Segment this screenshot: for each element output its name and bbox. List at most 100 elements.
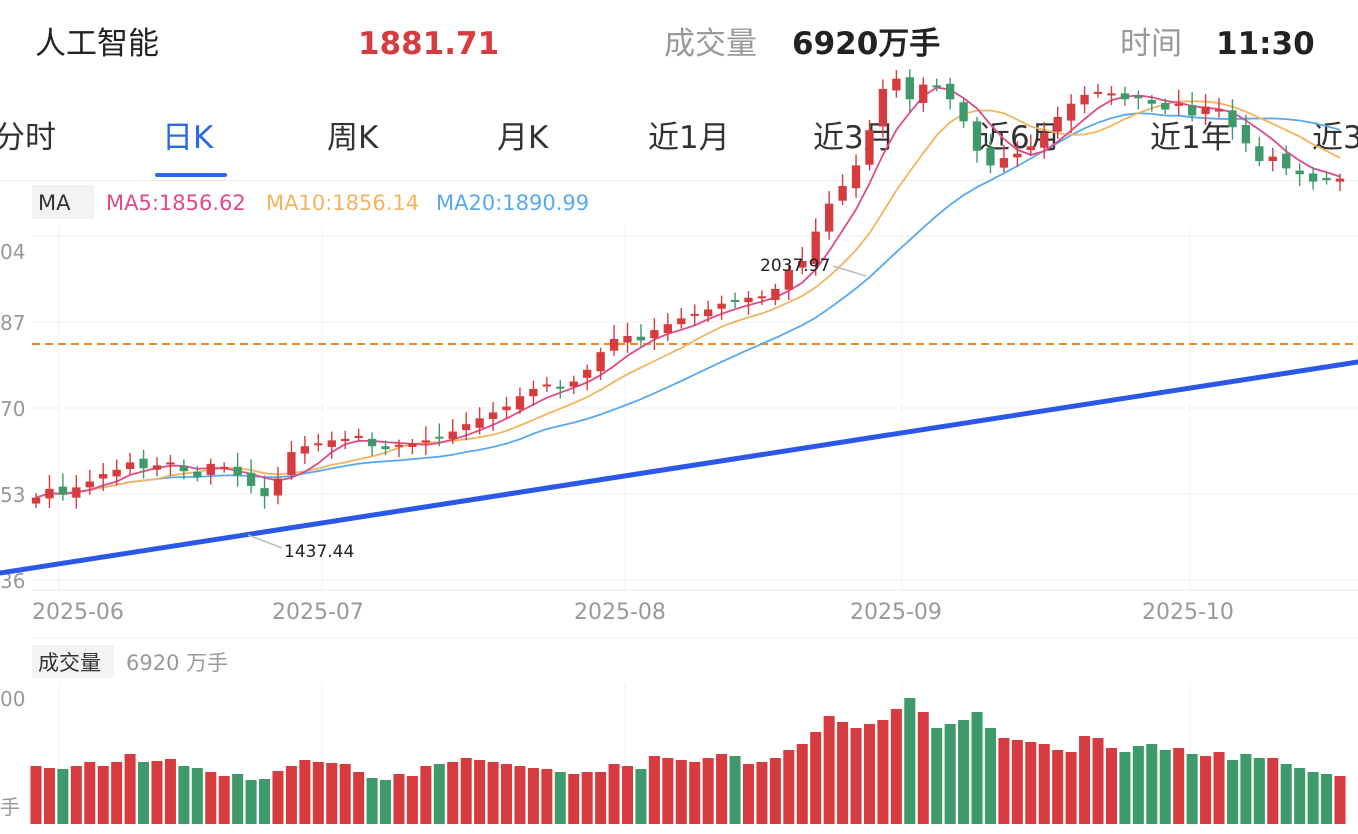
volume-bar (1267, 758, 1279, 824)
candle-body (824, 203, 834, 232)
volume-bar (285, 766, 297, 824)
current-price: 1881.71 (358, 26, 500, 62)
volume-bar (406, 776, 418, 824)
volume-bar (729, 756, 741, 824)
candle-body (1335, 178, 1345, 182)
volume-bar (1011, 740, 1023, 824)
ma10-legend: MA10:1856.14 (266, 191, 419, 215)
volume-bar (823, 716, 835, 824)
active-tab-indicator (155, 173, 227, 177)
time-value: 11:30 (1216, 26, 1315, 62)
volume-bar (1105, 748, 1117, 824)
candle-body (609, 338, 619, 351)
volume-bar (904, 698, 916, 824)
x-tick-label: 2025-06 (32, 600, 124, 625)
volume-bar (1092, 738, 1104, 824)
candle-body (220, 466, 229, 469)
volume-bar (568, 774, 580, 824)
candle-body (556, 386, 565, 389)
volume-bar (151, 761, 163, 824)
volume-tag-bg (32, 645, 114, 678)
volume-bar (191, 768, 203, 824)
volume-bar (662, 758, 674, 824)
volume-bar (958, 720, 970, 824)
candle-body (932, 85, 941, 88)
volume-bar (621, 766, 634, 824)
tab-daily-k[interactable]: 日K (162, 120, 214, 156)
tab-minute[interactable]: 分时 (0, 120, 56, 156)
ma20-legend: MA20:1890.99 (436, 191, 589, 215)
x-tick-label: 2025-08 (574, 600, 666, 625)
volume-bar (1052, 750, 1064, 824)
candle-body (1026, 146, 1035, 150)
volume-bar (366, 778, 378, 824)
volume-bar (393, 774, 405, 824)
volume-bar (675, 760, 687, 824)
candle-body (1080, 94, 1089, 105)
volume-bar (339, 764, 351, 824)
candle-body (206, 463, 215, 475)
tab-3-years[interactable]: 近3 (1312, 120, 1358, 156)
volume-bar (1321, 774, 1333, 824)
volume-bar (541, 769, 553, 824)
candle-body (838, 186, 847, 201)
volume-bar (769, 758, 781, 824)
volume-bar (70, 766, 82, 824)
volume-bar (1294, 768, 1306, 824)
tab-1-year[interactable]: 近1年 (1150, 120, 1232, 156)
candle-body (1308, 173, 1318, 182)
candle-body (1282, 153, 1291, 169)
volume-bar (756, 762, 768, 824)
volume-bar (635, 769, 647, 824)
tab-monthly-k[interactable]: 月K (497, 120, 549, 156)
candle-body (905, 77, 914, 100)
candle-body (1214, 109, 1224, 112)
volume-bar (1159, 750, 1171, 824)
volume-bar (1173, 748, 1185, 824)
candle-body (300, 446, 310, 454)
volume-bar (1240, 754, 1252, 824)
candle-body (1053, 116, 1062, 132)
candle-body (583, 369, 592, 378)
volume-bar (689, 762, 701, 824)
candle-body (260, 488, 269, 497)
candle-body (1161, 102, 1170, 110)
x-tick-label: 2025-10 (1142, 600, 1234, 625)
candle-body (1174, 103, 1183, 106)
volume-bar (1146, 744, 1158, 824)
volume-value: 6920万手 (792, 26, 941, 62)
ma10-line (35, 100, 1341, 499)
candle-body (542, 384, 552, 387)
candle-body (515, 396, 525, 410)
tab-1-month[interactable]: 近1月 (648, 120, 730, 156)
volume-bar (837, 722, 849, 824)
volume-bar (259, 779, 271, 824)
tab-weekly-k[interactable]: 周K (327, 120, 379, 156)
candle-body (663, 324, 673, 334)
candle-body (1268, 156, 1277, 162)
candle-body (999, 158, 1009, 168)
volume-bar (1280, 764, 1292, 824)
candle-body (919, 84, 928, 103)
volume-bar (97, 766, 109, 824)
candle-body (394, 444, 404, 447)
candle-body (1107, 93, 1116, 96)
max-price-label: 2037.97 (760, 256, 830, 276)
support-trendline[interactable] (0, 359, 1358, 576)
candle-body (1013, 153, 1022, 158)
volume-bar (124, 754, 136, 824)
volume-bar (218, 776, 230, 824)
candle-body (45, 488, 54, 499)
volume-bar (1186, 754, 1198, 824)
volume-label: 成交量 (664, 26, 757, 62)
stock-name: 人工智能 (35, 26, 159, 62)
candle-body (677, 318, 686, 325)
candle-body (1255, 146, 1264, 162)
volume-bar (1065, 752, 1077, 824)
candle-body (408, 443, 417, 447)
volume-bar (1025, 742, 1037, 824)
volume-bars (30, 698, 1346, 824)
candle-body (811, 231, 820, 264)
y-tick-label: 04 (0, 240, 25, 264)
candle-body (757, 296, 767, 299)
